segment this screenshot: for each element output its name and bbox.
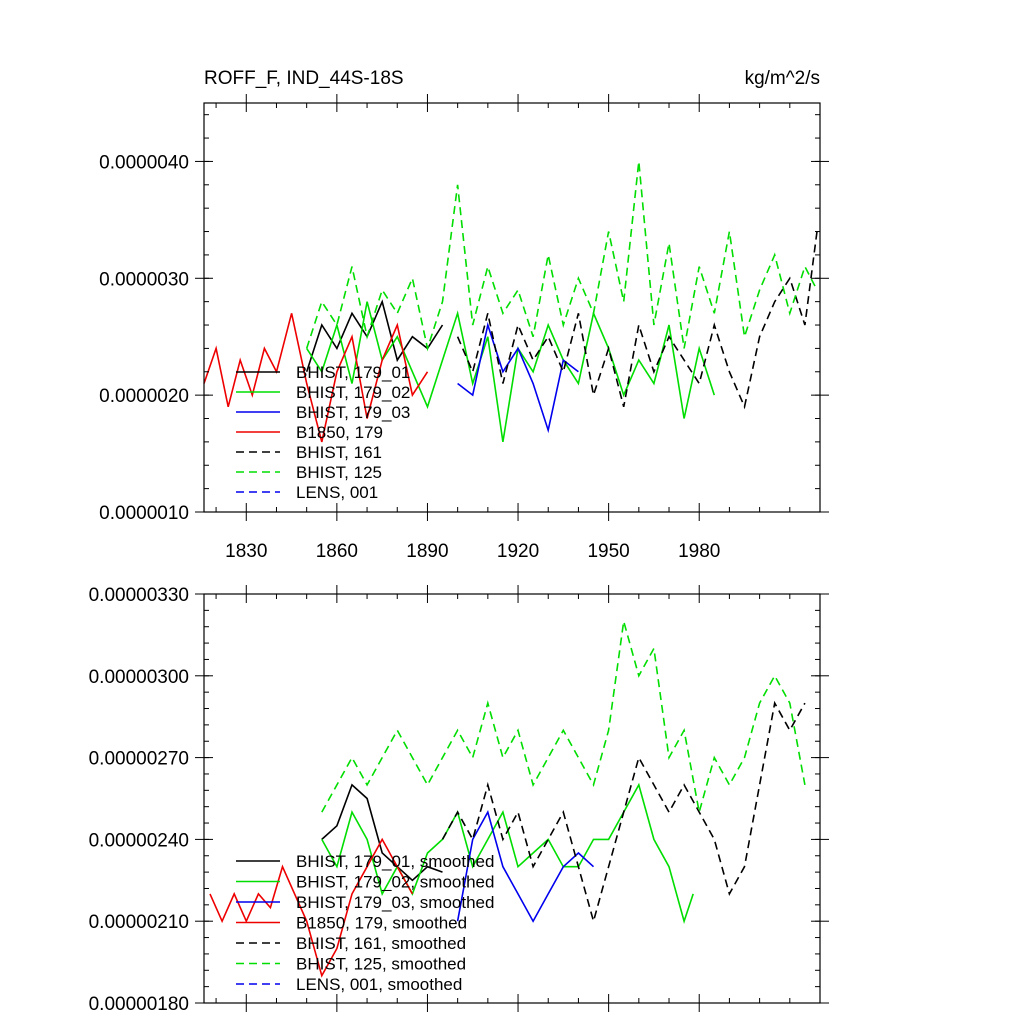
top-series-line-4 [456, 231, 818, 410]
bottom-series-line-1 [321, 782, 694, 924]
top-y-tick-label: 0.0000030 [99, 269, 189, 290]
top-panel: ROFF_F, IND_44S-18S kg/m^2/s 1830 1860 189… [99, 68, 829, 562]
bottom-legend: BHIST, 179_01, smoothed BHIST, 179_02, sm… [236, 852, 494, 994]
top-y-tick-label: 0.0000020 [99, 386, 189, 407]
top-plot-frame [203, 102, 821, 513]
top-legend-label: BHIST, 179_01 [296, 363, 410, 382]
top-legend-label: LENS, 001 [296, 483, 378, 502]
top-y-tick-label: 0.0000010 [99, 503, 189, 524]
bottom-legend-label: BHIST, 179_03, smoothed [296, 893, 494, 912]
top-x-tick-label: 1950 [587, 541, 629, 562]
top-series-group [203, 161, 818, 443]
bottom-series-line-0 [321, 783, 443, 882]
bottom-series-line-4 [441, 700, 806, 925]
bottom-series-line-3 [209, 837, 414, 978]
bottom-panel: 0.00000180 0.00000210 0.00000240 0.00000270… [89, 585, 829, 1015]
top-x-tick-label: 1920 [497, 541, 539, 562]
top-legend-label: BHIST, 161 [296, 443, 382, 462]
top-legend-label: BHIST, 179_02 [296, 383, 410, 402]
top-panel-units: kg/m^2/s [745, 68, 820, 89]
bottom-legend-label: LENS, 001, smoothed [296, 975, 462, 994]
top-legend-label: BHIST, 179_03 [296, 403, 410, 422]
top-x-tick-label: 1860 [316, 541, 358, 562]
top-panel-title: ROFF_F, IND_44S-18S [204, 68, 404, 89]
top-series-line-1 [306, 301, 716, 443]
bottom-legend-label: BHIST, 161, smoothed [296, 934, 466, 953]
bottom-y-tick-label: 0.00000240 [89, 830, 189, 851]
bottom-plot-frame [203, 593, 821, 1004]
bottom-y-tick-label: 0.00000180 [89, 994, 189, 1015]
bottom-legend-label: B1850, 179, smoothed [296, 914, 467, 933]
bottom-legend-label: BHIST, 125, smoothed [296, 955, 466, 974]
top-axes-group: 1830 1860 1890 1920 1950 1980 0.0000010 0.00000… [99, 94, 829, 562]
top-x-tick-label: 1830 [225, 541, 267, 562]
bottom-series-line-2 [456, 809, 595, 923]
bottom-axes-group: 0.00000180 0.00000210 0.00000240 0.00000270… [89, 585, 829, 1015]
bottom-legend-label: BHIST, 179_01, smoothed [296, 852, 494, 871]
top-series-line-0 [305, 299, 444, 373]
bottom-series-line-5 [321, 621, 806, 813]
bottom-y-tick-label: 0.00000330 [89, 585, 189, 606]
top-y-tick-label: 0.0000040 [99, 152, 189, 173]
top-x-tick-label: 1980 [678, 541, 720, 562]
bottom-y-tick-label: 0.00000300 [89, 667, 189, 688]
top-legend-label: B1850, 179 [296, 423, 383, 442]
top-series-line-3 [203, 313, 429, 443]
top-legend-label: BHIST, 125 [296, 463, 382, 482]
top-series-line-2 [457, 321, 579, 434]
bottom-series-group [209, 621, 806, 978]
bottom-y-tick-label: 0.00000210 [89, 912, 189, 933]
top-series-line-5 [305, 161, 818, 352]
bottom-y-tick-label: 0.00000270 [89, 749, 189, 770]
bottom-legend-label: BHIST, 179_02, smoothed [296, 873, 494, 892]
top-x-tick-label: 1890 [406, 541, 448, 562]
